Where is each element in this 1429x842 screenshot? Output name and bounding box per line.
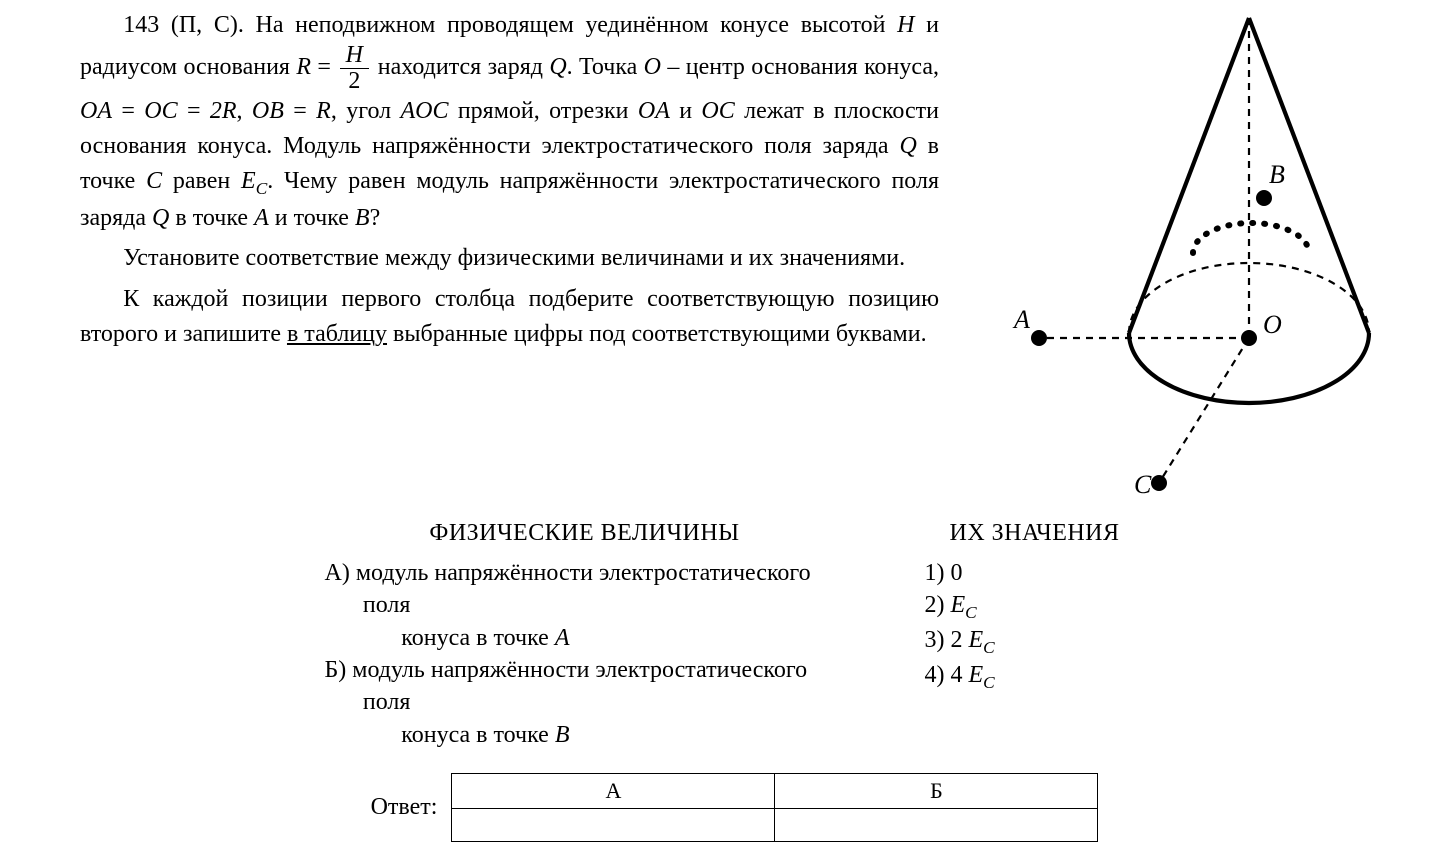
value-4: 4) 4 EC: [925, 659, 1145, 694]
label-A: A: [1012, 305, 1030, 334]
problem-paragraph: 143 (П, С). На неподвижном проводящем уе…: [80, 8, 939, 235]
letter: А): [325, 560, 350, 586]
quantities-column: ФИЗИЧЕСКИЕ ВЕЛИЧИНЫ А) модуль напряжённо…: [325, 516, 845, 751]
cone-side-right: [1249, 18, 1369, 333]
point-C: [1151, 475, 1167, 491]
sym-OC: OC: [144, 98, 177, 124]
frac-num: H: [340, 43, 369, 69]
value-1: 1) 0: [925, 557, 1145, 589]
instruction-1: Установите соответствие между физическим…: [80, 241, 939, 276]
answer-head-B: Б: [775, 774, 1098, 809]
problem-number: 143 (П, С).: [123, 12, 244, 38]
label-B: B: [1269, 160, 1285, 189]
answer-row: Ответ: А Б: [80, 773, 1389, 842]
sym-R: R: [296, 54, 311, 80]
text: прямой, отрезки: [448, 98, 637, 124]
text: в точке: [169, 205, 254, 231]
cone-section-back: [1193, 223, 1309, 253]
point-A: [1031, 330, 1047, 346]
point-O: [1241, 330, 1257, 346]
text: модуль напряжённости электростатического…: [356, 560, 811, 618]
sym-A: A: [254, 205, 269, 231]
qmark: ?: [370, 205, 381, 231]
sym-Ec-sub: C: [256, 179, 268, 198]
sym-E: E: [241, 168, 256, 194]
page: 143 (П, С). На неподвижном проводящем уе…: [0, 0, 1429, 813]
sym-OB: OB: [252, 98, 284, 124]
n: 4): [925, 662, 945, 688]
sym-C: C: [146, 168, 162, 194]
fraction: H2: [340, 43, 369, 94]
point-B: [1256, 190, 1272, 206]
sym-OA: OA: [638, 98, 670, 124]
E: E: [951, 592, 966, 618]
text: конуса в точке: [401, 625, 555, 651]
sym-H: H: [897, 12, 914, 38]
sym-Q: Q: [899, 133, 916, 159]
label-O: O: [1263, 310, 1282, 339]
sub: C: [965, 603, 977, 622]
underlined: в таблицу: [287, 321, 387, 347]
answer-label: Ответ:: [371, 790, 438, 825]
sym-AOC: AOC: [400, 98, 448, 124]
table-row: [452, 809, 1098, 842]
text: . Точка: [567, 54, 644, 80]
instruction-2: К каждой позиции первого столбца подбери…: [80, 282, 939, 352]
quantities-title: ФИЗИЧЕСКИЕ ВЕЛИЧИНЫ: [325, 516, 845, 551]
text: Установите соответствие между физическим…: [123, 245, 905, 271]
text: модуль напряжённости электростатического…: [352, 657, 807, 715]
sub: C: [983, 638, 995, 657]
text: На неподвижном проводящем уединённом кон…: [255, 12, 897, 38]
sym-O: O: [644, 54, 661, 80]
E: E: [969, 662, 984, 688]
sym-OC: OC: [701, 98, 734, 124]
values-column: ИХ ЗНАЧЕНИЯ 1) 0 2) EC 3) 2 EC 4) 4 EC: [925, 516, 1145, 751]
sym-R: R: [316, 98, 331, 124]
sym-B: B: [355, 205, 370, 231]
quantity-A: А) модуль напряжённости электростатическ…: [325, 557, 845, 654]
top-row: 143 (П, С). На неподвижном проводящем уе…: [80, 8, 1389, 498]
answer-table: А Б: [451, 773, 1098, 842]
values-title: ИХ ЗНАЧЕНИЯ: [925, 516, 1145, 551]
text: , угол: [331, 98, 401, 124]
pre: 2: [951, 627, 969, 653]
table-row: А Б: [452, 774, 1098, 809]
problem-text-column: 143 (П, С). На неподвижном проводящем уе…: [80, 8, 939, 358]
n: 1): [925, 560, 945, 586]
answer-head-A: А: [452, 774, 775, 809]
point: B: [555, 722, 570, 748]
cone-side-left: [1129, 18, 1249, 333]
pre: 4: [951, 662, 969, 688]
cone-diagram: A O C B: [959, 8, 1389, 498]
text: и точке: [269, 205, 355, 231]
matching-columns: ФИЗИЧЕСКИЕ ВЕЛИЧИНЫ А) модуль напряжённо…: [80, 516, 1389, 751]
letter: Б): [325, 657, 347, 683]
value-2: 2) EC: [925, 589, 1145, 624]
answer-cell-A[interactable]: [452, 809, 775, 842]
pre: 0: [951, 560, 963, 586]
frac-den: 2: [340, 69, 369, 94]
text: конуса в точке: [401, 722, 555, 748]
E: E: [969, 627, 984, 653]
sub: C: [983, 673, 995, 692]
value-3: 3) 2 EC: [925, 624, 1145, 659]
text: – центр основания конуса,: [661, 54, 939, 80]
point: A: [555, 625, 570, 651]
figure-column: A O C B: [959, 8, 1389, 498]
sym-Q: Q: [152, 205, 169, 231]
label-C: C: [1134, 470, 1152, 498]
sym-Q: Q: [549, 54, 566, 80]
sym-OA: OA: [80, 98, 112, 124]
segment-OC: [1159, 338, 1249, 483]
sym-2R: 2R: [210, 98, 237, 124]
text: выбранные цифры под соответствующими бук…: [387, 321, 927, 347]
answer-cell-B[interactable]: [775, 809, 1098, 842]
text: равен: [162, 168, 241, 194]
n: 3): [925, 627, 945, 653]
n: 2): [925, 592, 945, 618]
text: находится заряд: [378, 54, 550, 80]
quantity-B: Б) модуль напряжённости электростатическ…: [325, 654, 845, 751]
text: и: [670, 98, 702, 124]
